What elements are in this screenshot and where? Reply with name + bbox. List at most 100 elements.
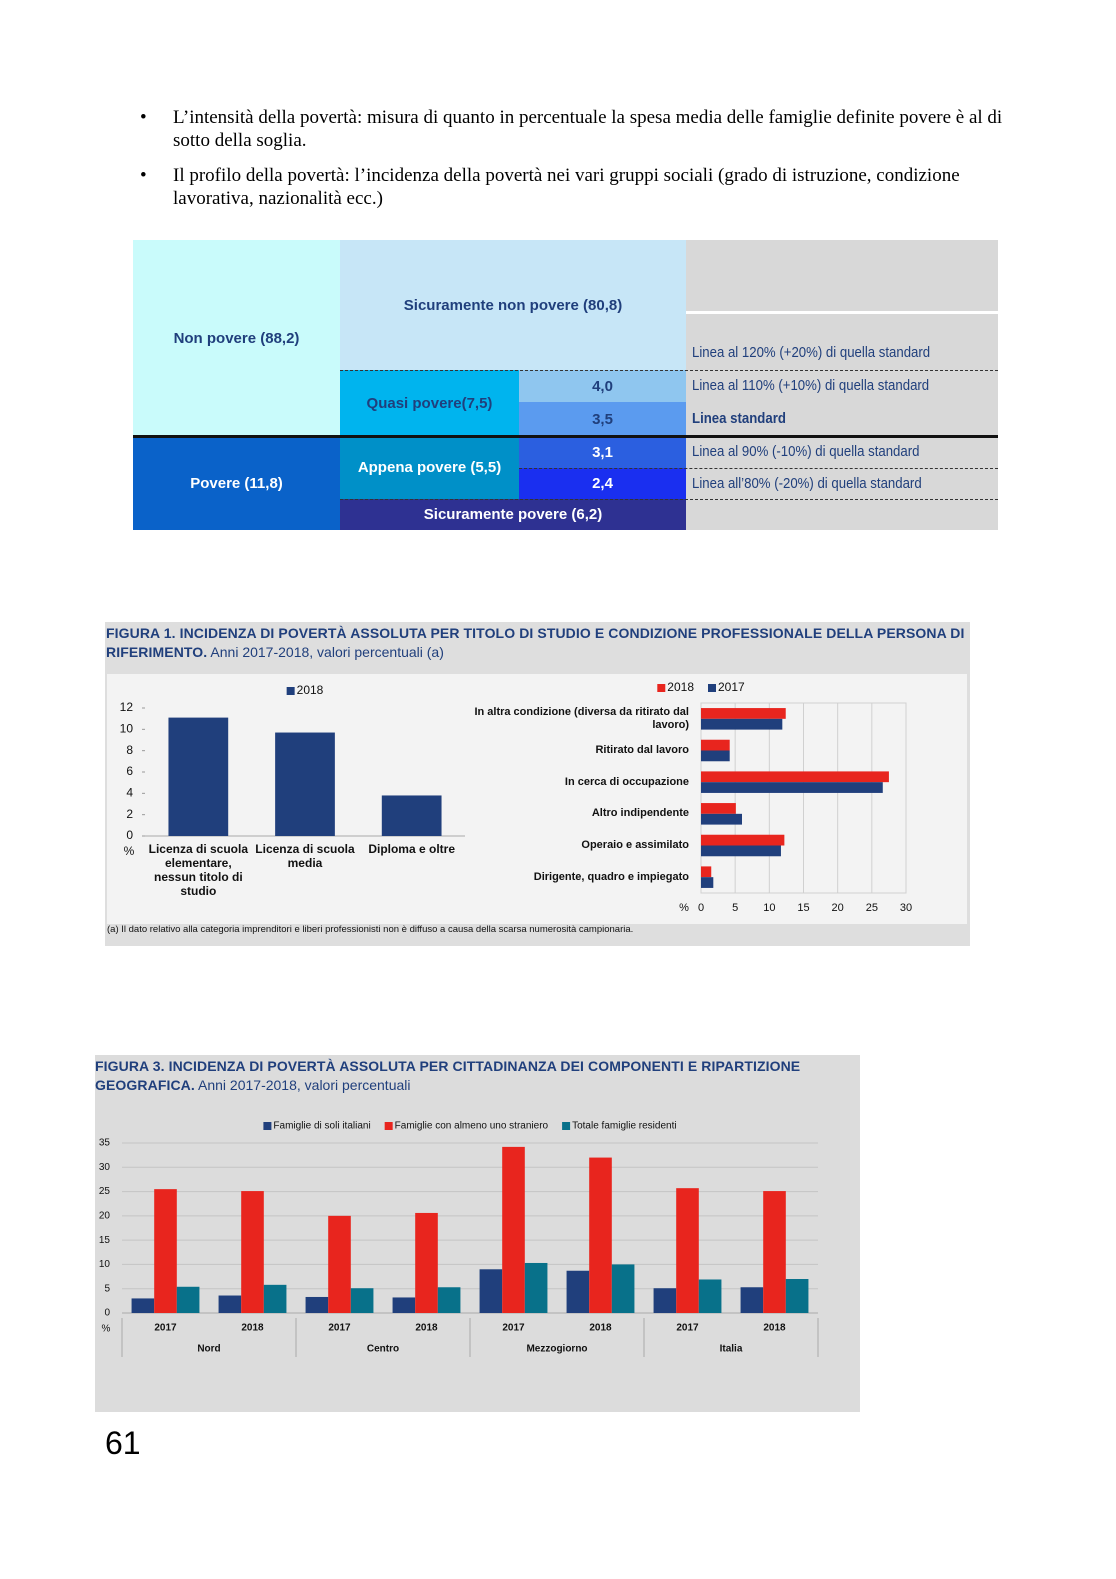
- bar: [392, 1297, 416, 1313]
- bar: [785, 1279, 809, 1313]
- x-tick-label: 2018: [241, 1323, 264, 1334]
- bar: [740, 1287, 764, 1313]
- y-tick-label-box: Altro indipendente: [592, 807, 689, 819]
- figure-title-main: FIGURA 3. INCIDENZA DI POVERTÀ ASSOLUTA …: [95, 1058, 801, 1093]
- x-tick-label: Licenza di scuola media: [255, 842, 355, 870]
- bar: [701, 866, 712, 878]
- y-tick-label: 5: [104, 1283, 110, 1294]
- y-tick-label-box: Operaio e assimilato: [581, 838, 689, 851]
- y-unit: %: [124, 844, 135, 858]
- bar: [502, 1146, 525, 1313]
- page-number: 61: [105, 1425, 141, 1461]
- bar: [168, 717, 229, 836]
- y-tick-label: 0: [104, 1308, 110, 1319]
- y-tick-label: 2: [126, 807, 133, 821]
- diagram-cell: Sicuramente povere (6,2): [340, 499, 686, 530]
- x-tick-label-box: Licenza di scuola elementare, nessun tit…: [148, 842, 249, 898]
- x-tick-label: 20: [832, 902, 844, 914]
- bullet: Il profilo della povertà: l’incidenza de…: [140, 164, 1010, 210]
- y-tick-label: 12: [120, 700, 134, 714]
- bar: [701, 771, 889, 783]
- x-tick-label: 10: [763, 902, 775, 914]
- x-tick-label-box: Diploma e oltre: [368, 842, 455, 856]
- bar: [176, 1286, 200, 1313]
- bar: [350, 1288, 374, 1313]
- y-tick-label: In altra condizione (diversa da ritirato…: [474, 705, 689, 731]
- bar: [701, 877, 714, 888]
- y-tick-label-box: In altra condizione (diversa da ritirato…: [474, 705, 689, 731]
- x-tick-label: 2018: [415, 1323, 438, 1334]
- bar: [763, 1191, 786, 1313]
- bar: [305, 1296, 329, 1313]
- x-tick-label: Licenza di scuola elementare, nessun tit…: [148, 842, 249, 898]
- x-tick-label: 2017: [502, 1323, 525, 1334]
- x-tick-label: 2017: [676, 1323, 699, 1334]
- legend-label: Famiglie con almeno uno straniero: [395, 1121, 549, 1132]
- y-tick-label: 4: [126, 786, 133, 800]
- legend: 2018: [286, 683, 324, 697]
- x-tick-label: 2017: [328, 1323, 351, 1334]
- y-tick-label: 8: [126, 743, 133, 757]
- x-tick-label: 15: [797, 902, 809, 914]
- group-label: Mezzogiorno: [526, 1344, 587, 1355]
- x-tick-label: 0: [698, 902, 704, 914]
- bar: [154, 1189, 177, 1313]
- dashed-line: [519, 468, 998, 469]
- x-tick-label: 25: [866, 902, 878, 914]
- group-label: Nord: [197, 1344, 220, 1355]
- line-label: Linea al 110% (+10%) di quella standard: [692, 377, 930, 394]
- legend-label: Totale famiglie residenti: [572, 1121, 677, 1132]
- bar: [611, 1264, 635, 1313]
- y-tick-label-box: Dirigente, quadro e impiegato: [533, 870, 689, 883]
- y-tick-label-box: Ritirato dal lavoro: [595, 744, 689, 756]
- x-tick-label: 2017: [154, 1323, 177, 1334]
- bar: [131, 1298, 155, 1313]
- diagram-cell: 4,0: [519, 370, 686, 402]
- dashed-line: [340, 370, 998, 371]
- y-tick-label: 35: [99, 1138, 111, 1149]
- bar: [437, 1287, 461, 1313]
- x-tick-label: 2018: [763, 1323, 786, 1334]
- legend-label: 2018: [297, 683, 324, 697]
- bar: [328, 1215, 351, 1313]
- bar: [701, 813, 742, 825]
- bar: [241, 1191, 264, 1313]
- diagram-cell: 2,4: [519, 468, 686, 499]
- group-label: Centro: [367, 1344, 399, 1355]
- diagram-cell: 3,1: [519, 436, 686, 468]
- legend-swatch: [263, 1122, 272, 1130]
- legend: 2018 2017: [657, 680, 745, 694]
- bar: [701, 739, 730, 751]
- x-tick-label: 5: [732, 902, 738, 914]
- diagram-side-panel: [686, 240, 998, 530]
- legend: Famiglie di soli italiani Famiglie con al…: [263, 1121, 677, 1132]
- legend-swatch: [286, 687, 295, 695]
- dashed-line: [340, 499, 998, 500]
- divider: [686, 311, 998, 314]
- bar: [701, 845, 781, 857]
- y-tick-label: 10: [99, 1259, 111, 1270]
- figure-subtitle: Anni 2017-2018, valori percentuali: [198, 1077, 411, 1093]
- legend-swatch: [562, 1122, 571, 1130]
- y-tick-label-box: In cerca di occupazione: [565, 776, 689, 788]
- y-tick-label: Operaio e assimilato: [581, 838, 689, 851]
- figure-title-main: FIGURA 1. INCIDENZA DI POVERTÀ ASSOLUTA …: [106, 625, 965, 660]
- line-label: Linea standard: [692, 410, 786, 427]
- x-tick-label: 2018: [589, 1323, 612, 1334]
- y-tick-label: 15: [99, 1235, 111, 1246]
- bar: [698, 1279, 722, 1313]
- y-tick-label: 6: [126, 764, 133, 778]
- bar: [415, 1212, 438, 1313]
- diagram-cell: Quasi povere(7,5): [340, 370, 519, 436]
- bar: [479, 1269, 503, 1313]
- legend-label: 2017: [718, 680, 745, 694]
- bar: [566, 1270, 590, 1313]
- group-label: Italia: [720, 1344, 743, 1355]
- y-tick-label: Dirigente, quadro e impiegato: [533, 870, 689, 883]
- y-tick-label: 20: [99, 1210, 111, 1221]
- bar: [524, 1262, 548, 1313]
- diagram-cell: Non povere (88,2): [133, 240, 340, 436]
- figure-title: FIGURA 3. INCIDENZA DI POVERTÀ ASSOLUTA …: [95, 1057, 850, 1095]
- diagram-cell: Sicuramente non povere (80,8): [340, 240, 686, 370]
